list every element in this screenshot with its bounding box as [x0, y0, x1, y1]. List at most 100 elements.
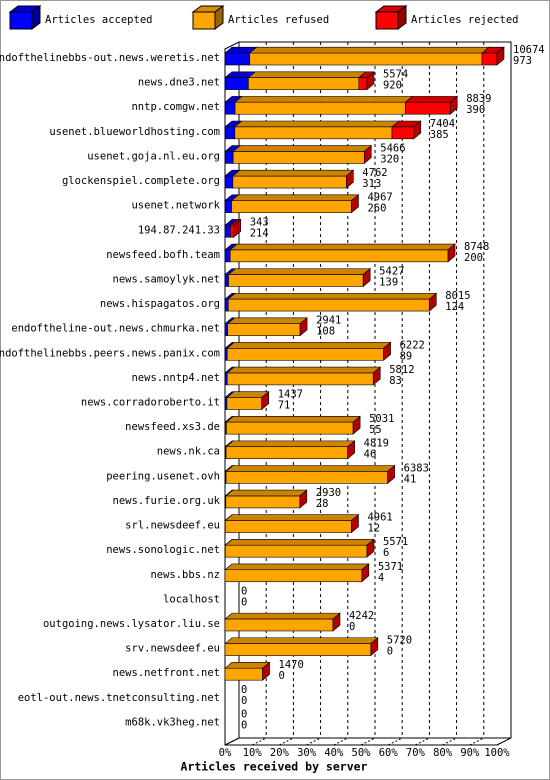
y-tick-label: m68k.vk3heg.net: [125, 716, 220, 728]
bar-end-cap: [361, 563, 370, 583]
accepted-label: 973: [513, 55, 532, 67]
total-label: 8015: [445, 290, 470, 302]
bar-top: [404, 96, 459, 103]
bar: [224, 298, 229, 312]
bar-end-cap: [347, 440, 355, 460]
legend-swatch: [9, 11, 33, 30]
total-label: 1470: [279, 659, 304, 671]
tick-mark: [279, 737, 294, 746]
legend-label: Articles rejected: [411, 14, 518, 26]
bar-end-cap: [332, 612, 341, 632]
total-label: 2930: [316, 487, 341, 499]
bar-end-cap: [372, 366, 381, 386]
tick-mark: [387, 737, 403, 746]
bar-top: [224, 514, 360, 521]
total-label: 4819: [364, 438, 389, 450]
bar-end-cap: [233, 218, 242, 238]
y-tick-label: news.nntp4.net: [131, 372, 220, 384]
bar: [227, 323, 301, 336]
bar-top: [229, 243, 456, 251]
total-label: 8748: [464, 241, 489, 253]
accepted-label: 0: [241, 719, 247, 731]
legend-label: Articles accepted: [45, 14, 152, 26]
total-label: 343: [250, 216, 269, 228]
bar: [224, 347, 228, 361]
bar-end-cap: [428, 292, 437, 312]
bar-top: [226, 317, 308, 324]
x-tick-label: 10%: [243, 747, 263, 759]
tick-mark: [306, 737, 321, 746]
accepted-label: 385: [430, 129, 449, 141]
accepted-label: 6: [383, 547, 389, 559]
bar: [224, 101, 236, 115]
legend-swatch: [375, 11, 399, 30]
total-label: 4242: [349, 610, 374, 622]
tick-mark: [224, 737, 240, 746]
y-tick-label: endoftheline-out.news.chmurka.net: [11, 323, 220, 335]
bar: [234, 126, 393, 140]
bar-top: [234, 96, 414, 103]
y-tick-label: newsfeed.xs3.de: [125, 421, 220, 433]
x-tick-label: 40%: [324, 747, 344, 759]
bar-end-cap: [351, 194, 359, 214]
bar: [225, 495, 301, 509]
total-label: 5031: [369, 413, 394, 425]
total-label: 2941: [316, 315, 341, 327]
bar: [224, 667, 263, 681]
accepted-label: 71: [278, 400, 291, 412]
bar: [231, 200, 352, 213]
bar: [234, 101, 406, 115]
bar-end-cap: [447, 243, 456, 263]
bar: [224, 274, 229, 287]
bar: [224, 200, 232, 213]
bar: [226, 397, 263, 410]
accepted-label: 0: [241, 596, 247, 608]
y-tick-label: usenet.goja.nl.eu.org: [87, 150, 220, 162]
y-tick-label: news.nk.ca: [157, 446, 220, 458]
y-tick-label: newsfeed.bofh.team: [106, 249, 220, 261]
total-label: 6222: [400, 339, 425, 351]
accepted-label: 41: [404, 473, 417, 485]
bar-top: [224, 563, 370, 571]
accepted-label: 0: [279, 670, 285, 682]
x-tick-label: 50%: [352, 747, 372, 759]
bar-end-cap: [363, 144, 372, 165]
accepted-label: 313: [362, 178, 381, 190]
accepted-label: 320: [380, 153, 399, 165]
total-label: 1437: [278, 389, 303, 401]
total-label: 4961: [367, 512, 392, 524]
x-tick-label: 60%: [379, 747, 399, 759]
bar-end-cap: [352, 415, 361, 435]
total-label: 5574: [383, 69, 408, 81]
bar-top: [230, 194, 360, 201]
accepted-label: 214: [250, 227, 269, 239]
bar-top: [232, 169, 355, 177]
y-tick-label: news.sonologic.net: [106, 544, 220, 556]
bar: [405, 101, 451, 115]
bar: [224, 77, 249, 90]
total-label: 5571: [383, 536, 408, 548]
bar: [224, 224, 231, 238]
y-tick-label: usenet.network: [131, 200, 220, 212]
accepted-label: 124: [445, 301, 464, 313]
y-tick-label: eotl-out.news.tnetconsulting.net: [18, 692, 220, 704]
tick-mark: [442, 737, 457, 746]
y-tick-label: news.netfront.net: [113, 667, 220, 679]
bar-top: [225, 415, 361, 423]
bar: [226, 372, 374, 386]
bar: [232, 151, 365, 164]
bar-top: [225, 465, 396, 472]
bar: [227, 298, 430, 312]
bar: [224, 151, 234, 164]
bar-end-cap: [262, 661, 270, 681]
y-tick-label: endofthelinebbs.peers.news.panix.com: [0, 347, 220, 359]
bar-end-cap: [299, 489, 308, 509]
y-tick-label: 194.87.241.33: [138, 224, 220, 236]
x-tick-label: 70%: [406, 747, 426, 759]
bar: [224, 249, 231, 263]
accepted-label: 0: [241, 695, 247, 707]
accepted-label: 0: [349, 621, 355, 633]
